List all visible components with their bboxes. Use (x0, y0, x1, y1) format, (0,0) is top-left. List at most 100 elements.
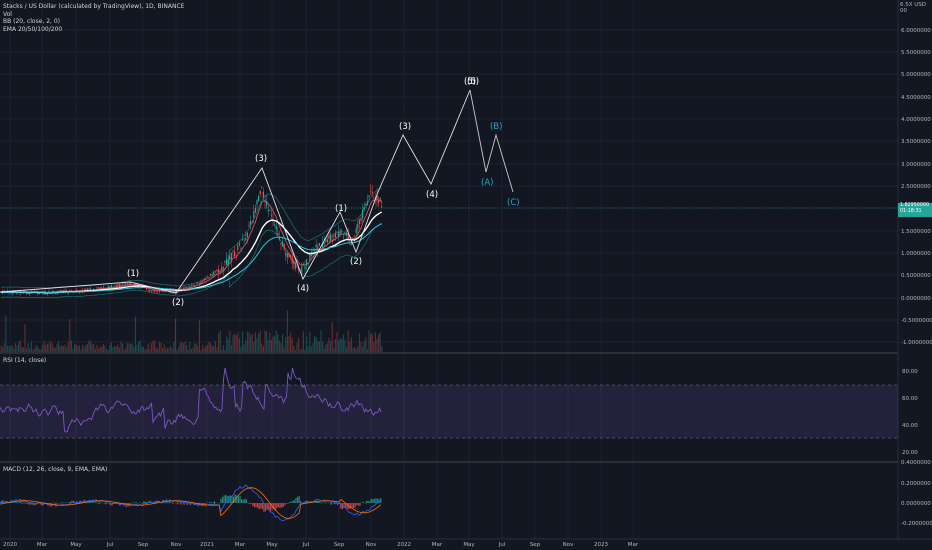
macd-histogram-bar (68, 502, 70, 503)
rsi-tick: 80.00 (902, 369, 918, 375)
macd-histogram-bar (213, 501, 215, 503)
candle-body (192, 284, 194, 286)
candle-body (88, 288, 90, 290)
time-tick: Nov (563, 542, 574, 548)
volume-bar (227, 339, 229, 352)
elliott-impulse-wave[interactable] (0, 89, 471, 294)
candle-body (293, 260, 295, 264)
macd-histogram-bar (20, 501, 22, 503)
volume-bar (274, 335, 276, 352)
macd-histogram-bar (356, 503, 358, 505)
bollinger-legend[interactable]: BB (20, close, 2, 0) (3, 18, 60, 25)
volume-bar (107, 349, 109, 352)
volume-bar (269, 332, 271, 352)
volume-bar (197, 345, 199, 352)
volume-bar (37, 346, 39, 352)
candle-body (219, 270, 221, 272)
macd-histogram-bar (265, 503, 267, 512)
macd-tick: 0.2000000 (901, 481, 931, 487)
macd-histogram-bar (156, 501, 158, 503)
macd-histogram-bar (236, 495, 238, 503)
candle-body (197, 282, 199, 284)
rsi-axis[interactable]: 80.00 60.00 40.00 20.00 (902, 369, 918, 456)
volume-bar (238, 338, 240, 352)
macd-histogram-bar (33, 503, 35, 506)
volume-bar (70, 340, 72, 352)
price-tick: 6.0000000 (901, 28, 931, 34)
volume-bar (286, 310, 288, 352)
macd-histogram-bar (321, 503, 323, 504)
macd-histogram-bar (132, 502, 134, 503)
candle-body (254, 208, 256, 213)
volume-bar (370, 334, 372, 352)
macd-histogram-bar (370, 498, 372, 503)
candle-body (67, 292, 69, 294)
candle-body (246, 232, 248, 238)
price-axis[interactable]: 6.0000000 5.5000000 5.0000000 4.5000000 4.00… (901, 28, 932, 346)
macd-histogram-bar (29, 503, 31, 505)
rsi-legend[interactable]: RSI (14, close) (3, 357, 47, 364)
candle-body (318, 243, 320, 246)
macd-histogram-bar (282, 503, 284, 507)
time-axis[interactable]: 2020 Mar May Jul Sep Nov 2021 Mar May Jul Sep Nov 20… (3, 542, 639, 548)
macd-tick: 0.4000000 (901, 460, 931, 466)
candle-body (270, 214, 272, 216)
macd-histogram-bar (233, 496, 235, 503)
wave-label-sub-1: (1) (335, 204, 347, 214)
macd-legend[interactable]: MACD (12, 26, close, 9, EMA, EMA) (3, 466, 108, 473)
candle-body (368, 195, 370, 197)
volume-bar (98, 348, 100, 352)
macd-histogram-bar (180, 503, 182, 505)
macd-histogram-bar (135, 501, 137, 503)
volume-bar (362, 347, 364, 352)
volume-legend[interactable]: Vol (3, 10, 12, 18)
candle-body (245, 238, 247, 241)
time-tick: Sep (530, 542, 541, 548)
price-tick: 1.0000000 (901, 251, 931, 257)
candle-body (222, 267, 224, 269)
macd-histogram-bar (79, 500, 81, 503)
macd-histogram-bar (28, 503, 30, 505)
candle-body (214, 271, 216, 272)
candle-body (235, 254, 237, 256)
volume-bar (146, 349, 148, 352)
volume-bar (322, 341, 324, 352)
ema-legend[interactable]: EMA 20/50/100/200 (3, 25, 63, 33)
macd-histogram-bar (284, 503, 286, 506)
volume-bar (128, 342, 130, 352)
candle-body (218, 269, 220, 273)
volume-bar (205, 345, 207, 352)
elliott-corrective-wave[interactable] (469, 89, 514, 193)
rsi-tick: 60.00 (902, 396, 918, 402)
volume-bar (0, 345, 2, 352)
macd-histogram-bar (87, 501, 89, 503)
volume-bar (53, 346, 55, 352)
volume-bar (264, 330, 266, 352)
volume-bar (381, 346, 383, 352)
macd-histogram-bar (209, 502, 211, 503)
macd-histogram-bar (367, 500, 369, 503)
price-axis-currency: 6.5X USD 00 (900, 2, 927, 14)
macd-histogram-bar (141, 503, 143, 504)
macd-histogram-bar (340, 503, 342, 509)
volume-bar (299, 349, 301, 352)
price-tick: 0.0000000 (901, 296, 931, 302)
candle-body (355, 228, 357, 234)
volume-bar (235, 335, 237, 352)
candle-body (360, 217, 362, 221)
price-candles[interactable] (0, 184, 383, 297)
volume-bar (61, 345, 63, 352)
macd-histogram-bar (253, 503, 255, 508)
macd-histogram-bar (263, 503, 265, 512)
macd-histogram-bar (12, 502, 14, 503)
volume-bar (216, 347, 218, 352)
macd-histogram-bar (169, 501, 171, 503)
macd-histogram-bar (71, 500, 73, 503)
macd-histogram-bar (255, 503, 257, 508)
volume-bar (5, 315, 7, 352)
price-tick: -0.5000000 (901, 318, 932, 324)
candle-body (48, 291, 50, 293)
macd-axis[interactable]: 0.4000000 0.2000000 0.0000000 -0.2000000 (901, 460, 932, 527)
symbol-title[interactable]: Stacks / US Dollar (calculated by Tradin… (3, 3, 185, 10)
